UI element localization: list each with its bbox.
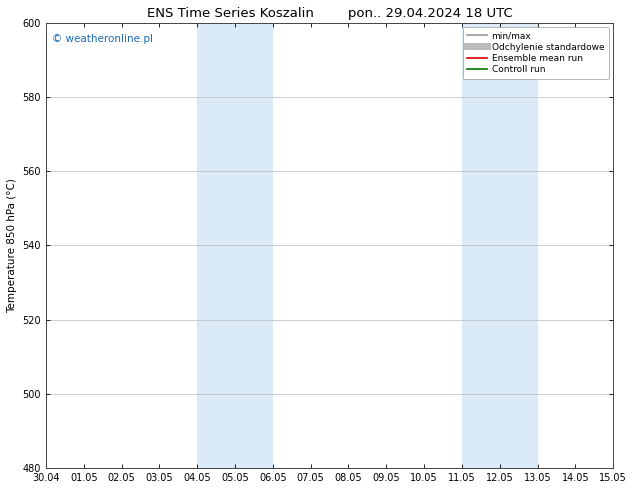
Bar [462, 23, 538, 468]
Bar [197, 23, 273, 468]
Title: ENS Time Series Koszalin        pon.. 29.04.2024 18 UTC: ENS Time Series Koszalin pon.. 29.04.202… [146, 7, 512, 20]
Text: © weatheronline.pl: © weatheronline.pl [51, 34, 153, 44]
Y-axis label: Temperature 850 hPa (°C): Temperature 850 hPa (°C) [7, 178, 17, 313]
Legend: min/max, Odchylenie standardowe, Ensemble mean run, Controll run: min/max, Odchylenie standardowe, Ensembl… [463, 27, 609, 79]
